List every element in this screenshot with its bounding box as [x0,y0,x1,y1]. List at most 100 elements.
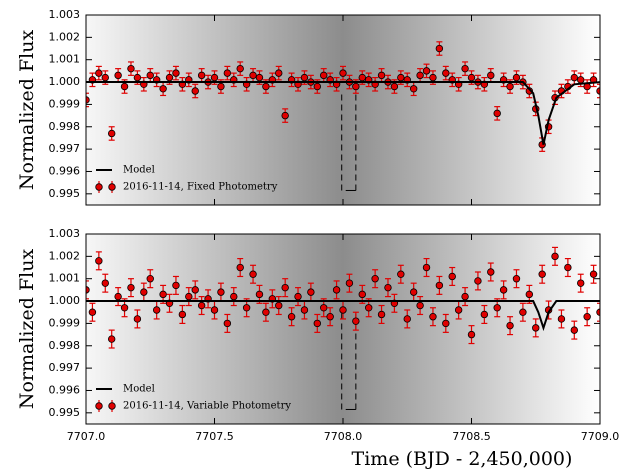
x-tick-label: 7709.0 [581,430,620,443]
data-point [409,288,418,296]
data-point [442,319,450,328]
data-point [577,279,585,287]
data-point [416,301,424,310]
y-tick-label: 1.002 [49,30,81,43]
data-point [101,73,109,82]
data-point [570,73,578,82]
data-point [217,82,225,91]
data-point [191,87,199,95]
data-point [120,304,129,312]
data-point [339,306,347,314]
data-point [95,69,103,77]
legend-label: Model [123,384,155,395]
data-point [435,281,444,290]
legend-label: 2016-11-14, Fixed Photometry [123,182,278,193]
data-point [197,301,206,310]
data-point [416,71,424,80]
data-point [320,71,328,80]
data-point [352,82,360,91]
data-point [326,313,334,321]
data-point [88,308,97,316]
data-point [429,73,437,82]
y-tick-label: 0.996 [49,164,81,177]
data-point [570,326,578,334]
data-point [249,71,257,80]
data-point [101,279,109,287]
data-point [159,85,167,93]
model-line [86,300,600,332]
data-point [525,290,534,299]
data-point [480,310,489,319]
y-tick-label: 1.003 [49,227,81,240]
x-axis-label: Time (BJD - 2,450,000) [352,448,573,470]
y-tick-label: 1.002 [49,249,81,262]
data-point [409,85,418,93]
y-tick-label: 1.001 [49,53,81,66]
plot-area [86,41,600,191]
data-point [127,64,135,73]
data-point [506,321,514,330]
data-point [551,252,559,261]
y-tick-label: 0.997 [49,142,81,155]
y-tick-label: 0.996 [49,383,81,396]
y-tick-label: 0.999 [49,316,81,329]
y-tick-label: 1.000 [49,294,81,307]
data-point [313,319,321,328]
data-point [320,304,328,312]
data-point [422,263,431,272]
data-point [493,304,501,312]
data-point [172,281,180,290]
data-point [332,286,341,294]
data-point [519,308,527,316]
data-point [223,69,232,77]
data-point [538,270,546,278]
data-point [210,73,219,82]
data-point [95,257,103,265]
data-point [86,286,90,294]
data-point [596,87,600,95]
data-point [140,288,148,296]
data-point [197,71,206,80]
data-point [506,82,514,91]
y-axis-label: Normalized Flux [16,30,38,191]
data-point [178,310,187,319]
legend-marker [95,402,103,410]
plot-area [86,246,600,410]
data-point [564,263,572,272]
data-point [307,288,315,296]
data-point [429,313,437,321]
data-point [210,306,219,314]
data-point [596,308,600,316]
data-point [532,324,540,332]
legend-marker [108,402,116,410]
legend-marker [95,183,103,191]
legend-label: Model [123,165,155,176]
data-point [152,306,161,314]
data-point [487,71,495,80]
data-point [403,315,411,323]
data-point [397,270,405,278]
data-point [384,283,392,292]
data-point [262,82,270,91]
y-tick-label: 0.997 [49,361,81,374]
x-tick-label: 7708.0 [324,430,363,443]
data-point [300,306,309,314]
data-point [377,310,386,319]
model-line [86,81,600,145]
y-tick-label: 0.995 [49,406,81,419]
data-point [236,64,244,73]
data-point [107,129,116,138]
data-point [255,290,264,299]
data-point [442,69,450,77]
data-point [461,64,469,73]
data-point [435,44,444,53]
data-point [422,67,431,75]
x-tick-label: 7707.5 [195,430,234,443]
data-point [281,111,289,120]
data-point [358,290,366,299]
data-point [577,76,585,84]
data-point [191,286,199,294]
data-point [467,73,476,82]
data-point [467,330,476,339]
data-point [339,69,347,77]
